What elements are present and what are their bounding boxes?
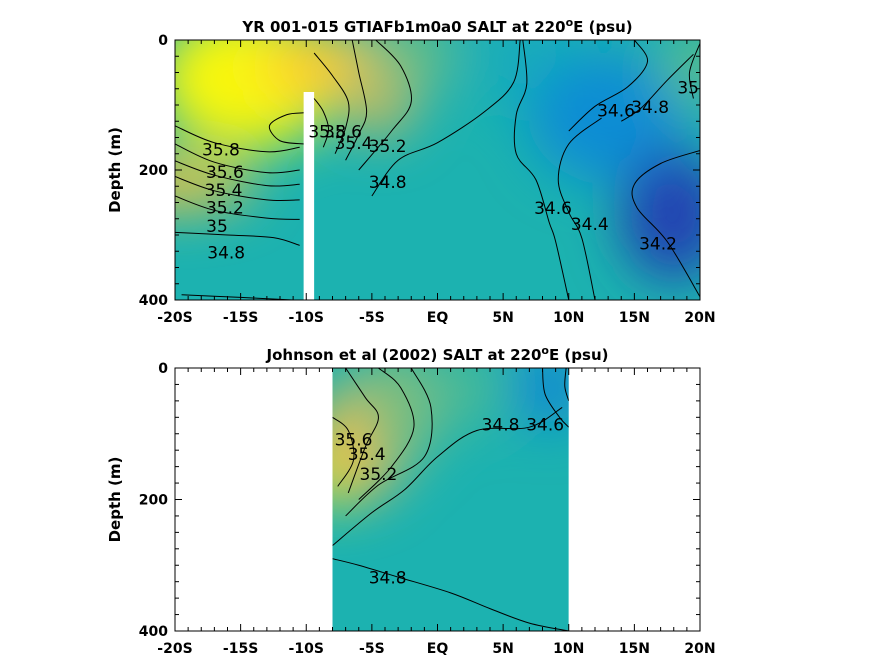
contour-line-2 [175, 143, 300, 174]
field-blob-7 [529, 53, 687, 183]
contour-label-2: 35.4 [348, 445, 386, 465]
contour-line-16 [631, 150, 700, 298]
y-axis-label: Depth (m) [106, 457, 124, 543]
x-tick-label: 5N [492, 641, 513, 656]
contour-label-9: 35.4 [335, 134, 373, 154]
contour-label-16: 34.8 [631, 98, 669, 118]
contour-line-7 [542, 368, 569, 428]
contour-label-3: 35.2 [360, 465, 398, 485]
contour-label-8: 35.6 [324, 123, 362, 143]
field-blob-5 [371, 40, 451, 92]
x-tick-label: 20N [684, 641, 715, 656]
salinity-field [332, 368, 569, 631]
x-tick-label: 10N [553, 310, 584, 326]
x-tick-label: -10S [289, 310, 324, 326]
y-tick-label: 0 [158, 361, 168, 377]
contour-label-2: 35.6 [206, 163, 244, 183]
contour-line-15 [557, 117, 602, 300]
contour-line-1 [175, 125, 300, 153]
x-tick-label: -15S [223, 310, 258, 326]
x-tick-label: EQ [427, 641, 449, 656]
contour-lines [175, 40, 700, 300]
contour-label-4: 35.2 [206, 199, 244, 219]
contour-label-11: 34.8 [369, 173, 407, 193]
contour-line-8 [564, 368, 569, 402]
y-axis-label: Depth (m) [106, 127, 124, 213]
contour-line-11 [345, 40, 368, 161]
x-tick-label: 5N [492, 310, 513, 326]
contour-line-8 [268, 112, 304, 145]
x-tick-label: -20S [157, 641, 192, 656]
x-tick-label: 15N [619, 310, 650, 326]
contour-label-10: 35.2 [369, 137, 407, 157]
x-tick-label: 10N [553, 641, 584, 656]
contour-line-4 [345, 368, 433, 517]
contour-line-3 [175, 160, 300, 187]
field-blob-8 [621, 150, 700, 281]
contour-line-3 [358, 368, 415, 500]
contour-line-17 [568, 40, 649, 132]
x-tick-label: -15S [223, 641, 258, 656]
x-tick-label: -10S [289, 641, 324, 656]
field-blob-5 [424, 368, 504, 428]
contour-label-5: 35 [206, 217, 228, 237]
x-tick-label: 20N [684, 310, 715, 326]
salinity-field [175, 40, 700, 300]
field-blob-3 [175, 157, 254, 209]
contour-label-17: 35 [677, 78, 699, 98]
y-tick-label: 400 [139, 624, 168, 640]
contour-label-12: 34.6 [534, 199, 572, 219]
contour-line-19 [688, 43, 700, 99]
contour-label-7: 35.8 [308, 123, 346, 143]
contour-line-1 [332, 416, 355, 487]
chart-title: Johnson et al (2002) SALT at 220oE (psu) [266, 344, 609, 364]
contour-label-15: 34.6 [597, 102, 635, 122]
contour-label-6: 34.8 [369, 569, 407, 589]
contour-label-6: 34.8 [207, 243, 245, 263]
contour-label-4: 34.8 [482, 415, 520, 435]
y-tick-label: 0 [158, 33, 168, 49]
chart-title: YR 001-015 GTIAFb1m0a0 SALT at 220oE (ps… [241, 16, 632, 36]
contour-label-14: 34.2 [639, 234, 677, 254]
x-tick-label: -5S [359, 641, 385, 656]
contour-line-10 [313, 52, 350, 154]
field-blob-9 [660, 40, 700, 105]
contour-line-18 [620, 53, 694, 122]
contour-label-3: 35.4 [205, 181, 243, 201]
contour-line-2 [345, 368, 379, 494]
field-blob-3 [358, 368, 438, 467]
contour-line-4 [175, 176, 300, 202]
contour-line-14 [513, 40, 570, 300]
contour-label-5: 34.6 [526, 415, 564, 435]
contour-line-5 [332, 407, 563, 546]
contour-label-13: 34.4 [571, 215, 609, 235]
contour-line-13 [371, 40, 521, 197]
data-gap [303, 92, 315, 300]
contour-label-1: 35.6 [335, 431, 373, 451]
contour-line-12 [358, 40, 412, 171]
contour-line-9 [313, 98, 330, 148]
x-tick-label: 15N [619, 641, 650, 656]
contour-label-1: 35.8 [202, 141, 240, 161]
y-tick-label: 200 [139, 493, 168, 509]
x-tick-label: -5S [359, 310, 385, 326]
x-tick-label: EQ [427, 310, 449, 326]
y-tick-label: 200 [139, 163, 168, 179]
x-tick-label: -20S [157, 310, 192, 326]
contour-line-6 [175, 231, 300, 246]
panel-2: 35.635.435.2 34.8 34.6 34.8 -20S -15S -10S -5S E… [106, 344, 716, 656]
contour-line-6 [332, 558, 569, 631]
y-tick-label: 400 [139, 293, 168, 309]
panel-1: 35.835.635.435.23534.835.835.635.435.234… [106, 16, 716, 326]
contour-line-5 [175, 195, 300, 220]
contour-lines [332, 368, 569, 631]
